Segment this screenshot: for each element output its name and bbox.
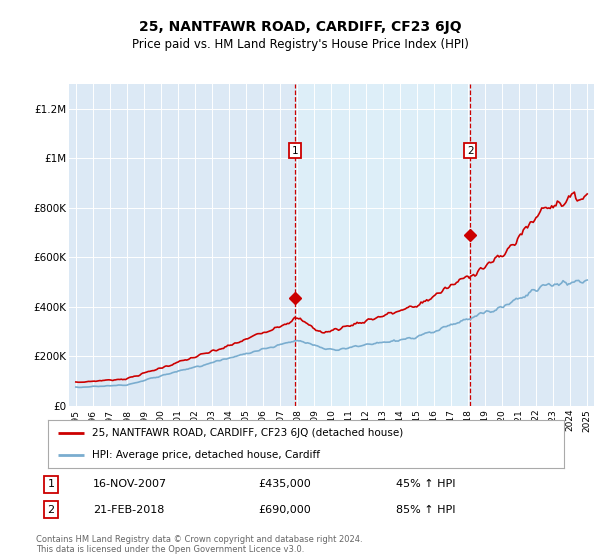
Bar (295, 84, 470, 406)
Text: 1: 1 (47, 479, 55, 489)
Text: 45% ↑ HPI: 45% ↑ HPI (396, 479, 455, 489)
Text: 25, NANTFAWR ROAD, CARDIFF, CF23 6JQ (detached house): 25, NANTFAWR ROAD, CARDIFF, CF23 6JQ (de… (92, 428, 403, 438)
Text: 1: 1 (292, 146, 299, 156)
Text: 2: 2 (467, 146, 473, 156)
Text: 2: 2 (47, 505, 55, 515)
Text: 16-NOV-2007: 16-NOV-2007 (93, 479, 167, 489)
Text: HPI: Average price, detached house, Cardiff: HPI: Average price, detached house, Card… (92, 450, 320, 460)
Text: £690,000: £690,000 (258, 505, 311, 515)
Text: 85% ↑ HPI: 85% ↑ HPI (396, 505, 455, 515)
Text: 21-FEB-2018: 21-FEB-2018 (93, 505, 164, 515)
Text: Price paid vs. HM Land Registry's House Price Index (HPI): Price paid vs. HM Land Registry's House … (131, 38, 469, 50)
Text: £435,000: £435,000 (258, 479, 311, 489)
Text: Contains HM Land Registry data © Crown copyright and database right 2024.
This d: Contains HM Land Registry data © Crown c… (36, 535, 362, 554)
Text: 25, NANTFAWR ROAD, CARDIFF, CF23 6JQ: 25, NANTFAWR ROAD, CARDIFF, CF23 6JQ (139, 20, 461, 34)
